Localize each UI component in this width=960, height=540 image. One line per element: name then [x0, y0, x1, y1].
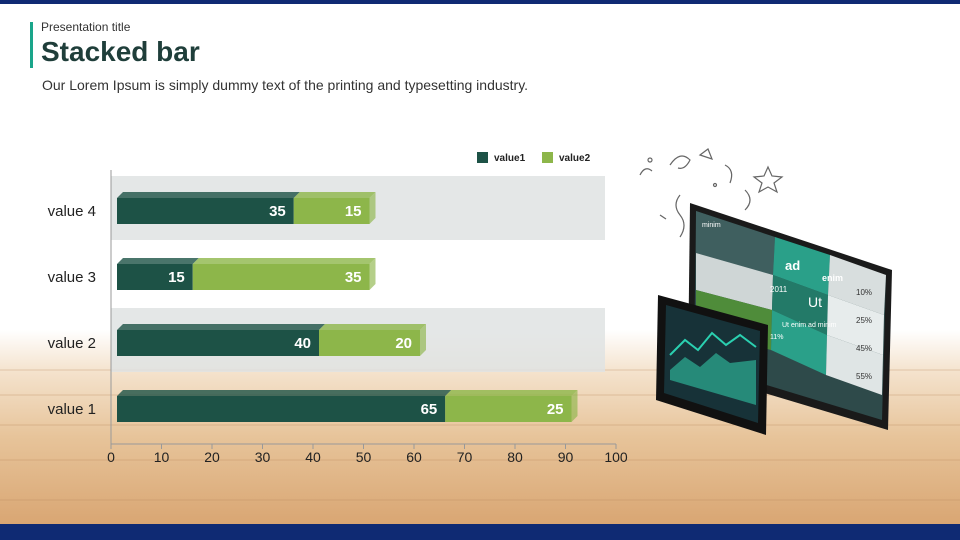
bar-data-label: 20	[395, 335, 412, 352]
category-label: value 1	[48, 401, 96, 418]
bar-data-label: 15	[345, 203, 362, 220]
bar-side-face	[369, 258, 376, 290]
legend-label: value1	[494, 153, 526, 164]
screen-pct-3: 45%	[856, 344, 872, 353]
legend-swatch	[477, 152, 488, 163]
bar-side-face	[369, 192, 376, 224]
x-tick-label: 50	[356, 449, 372, 465]
bar-data-label: 40	[294, 335, 311, 352]
top-accent-bar	[0, 0, 960, 4]
screen-pct-5: 11%	[770, 334, 784, 341]
star-icon	[752, 165, 784, 194]
x-tick-label: 40	[305, 449, 321, 465]
presentation-title: Presentation title	[41, 20, 131, 34]
x-tick-label: 10	[154, 449, 170, 465]
bar-top-face	[117, 192, 300, 198]
bar-segment-value2	[319, 330, 420, 356]
bar-top-face	[319, 324, 426, 330]
x-tick-label: 60	[406, 449, 422, 465]
tablet-icon	[656, 295, 768, 435]
category-label: value 4	[48, 203, 96, 220]
screen-ad: ad	[785, 258, 800, 273]
legend-swatch	[542, 152, 553, 163]
screen-2011: 2011	[770, 285, 788, 294]
x-tick-label: 90	[558, 449, 574, 465]
bar-data-label: 35	[345, 269, 362, 286]
bar-segment-value2	[445, 396, 572, 422]
stacked-bar-chart: 0 10 20 30 40 50 60 70 80 90 100 value 4 35 15 value 3…	[48, 152, 628, 465]
device-illustration: minim ad enim 2011 Ut Ut enim ad minim 1…	[639, 148, 892, 435]
screen-ut: Ut	[808, 294, 822, 310]
x-tick-label: 0	[107, 449, 115, 465]
bar-top-face	[445, 390, 578, 396]
page-subtitle: Our Lorem Ipsum is simply dummy text of …	[42, 77, 529, 93]
screen-enim: enim	[822, 273, 843, 283]
page-title: Stacked bar	[41, 36, 200, 67]
bar-data-label: 65	[421, 401, 438, 418]
bar-segment-value1	[117, 264, 193, 290]
screen-pct-4: 55%	[856, 372, 872, 381]
bar-data-label: 35	[269, 203, 286, 220]
x-tick-label: 20	[204, 449, 220, 465]
x-tick-label: 70	[457, 449, 473, 465]
bar-top-face	[117, 390, 452, 396]
category-label: value 3	[48, 269, 96, 286]
bar-side-face	[571, 390, 578, 422]
bar-data-label: 25	[547, 401, 564, 418]
screen-caption: Ut enim ad minim	[782, 322, 837, 329]
bar-top-face	[117, 258, 199, 264]
bar-segment-value1	[117, 330, 319, 356]
x-tick-label: 80	[507, 449, 523, 465]
bar-segment-value1	[117, 198, 294, 224]
bar-data-label: 15	[168, 269, 185, 286]
bar-side-face	[420, 324, 426, 356]
title-accent-line	[30, 22, 33, 68]
bar-top-face	[117, 324, 325, 330]
bar-top-face	[293, 192, 376, 198]
x-tick-label: 100	[604, 449, 628, 465]
screen-pct-1: 10%	[856, 288, 872, 297]
bar-segment-value1	[117, 396, 446, 422]
bar-top-face	[192, 258, 376, 264]
confetti-icon	[639, 148, 751, 238]
screen-pct-2: 25%	[856, 316, 872, 325]
bottom-accent-bar	[0, 524, 960, 540]
bar-segment-value2	[192, 264, 370, 290]
category-label: value 2	[48, 335, 96, 352]
legend-label: value2	[559, 153, 591, 164]
bar-segment-value2	[293, 198, 370, 224]
x-tick-label: 30	[255, 449, 271, 465]
screen-label: minim	[702, 222, 721, 229]
